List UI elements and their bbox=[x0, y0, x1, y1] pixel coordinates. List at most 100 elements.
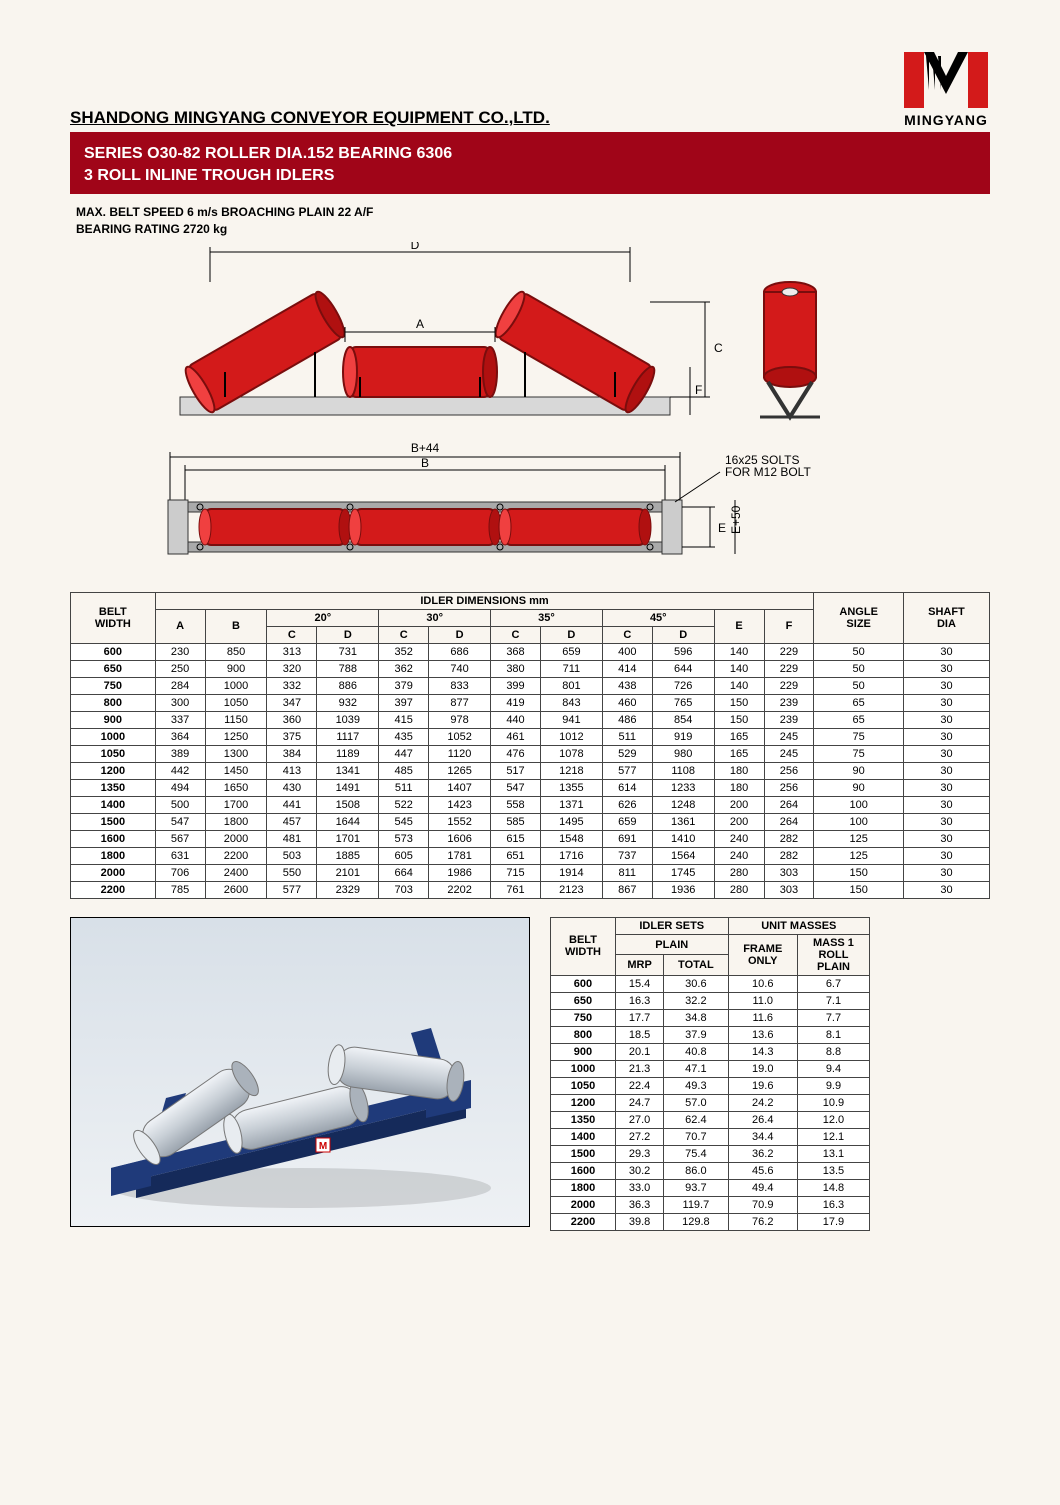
cell: 1548 bbox=[540, 830, 602, 847]
cell-belt-width: 2200 bbox=[551, 1213, 616, 1230]
cell-belt-width: 2000 bbox=[551, 1196, 616, 1213]
dim-E-label: E bbox=[718, 521, 726, 535]
technical-diagram: D bbox=[70, 242, 990, 582]
cell: 1781 bbox=[429, 847, 491, 864]
title-line2: 3 ROLL INLINE TROUGH IDLERS bbox=[84, 165, 976, 187]
table-row: 1400500170044115085221423558137162612482… bbox=[71, 796, 990, 813]
table-row: 100021.347.119.09.4 bbox=[551, 1060, 870, 1077]
table-row: 120024.757.024.210.9 bbox=[551, 1094, 870, 1111]
mth-mass1: MASS 1 ROLL PLAIN bbox=[797, 934, 869, 975]
spec-line2: BEARING RATING 2720 kg bbox=[76, 221, 990, 238]
cell: 2329 bbox=[317, 881, 379, 898]
th-45: 45° bbox=[602, 609, 714, 626]
cell: 50 bbox=[814, 660, 904, 677]
cell: 256 bbox=[764, 779, 814, 796]
cell: 70.9 bbox=[728, 1196, 797, 1213]
cell: 15.4 bbox=[615, 975, 663, 992]
cell: 264 bbox=[764, 813, 814, 830]
table-row: 1500547180045716445451552585149565913612… bbox=[71, 813, 990, 830]
cell: 264 bbox=[764, 796, 814, 813]
cell: 379 bbox=[379, 677, 429, 694]
table-row: 7502841000332886379833399801438726140229… bbox=[71, 677, 990, 694]
cell: 26.4 bbox=[728, 1111, 797, 1128]
th-D30: D bbox=[429, 626, 491, 643]
cell: 75.4 bbox=[664, 1145, 728, 1162]
cell: 605 bbox=[379, 847, 429, 864]
cell: 413 bbox=[267, 762, 317, 779]
cell: 615 bbox=[491, 830, 541, 847]
cell-belt-width: 1200 bbox=[551, 1094, 616, 1111]
cell: 1000 bbox=[205, 677, 267, 694]
th-F: F bbox=[764, 609, 814, 643]
title-line1: SERIES O30-82 ROLLER DIA.152 BEARING 630… bbox=[84, 143, 976, 165]
cell: 545 bbox=[379, 813, 429, 830]
cell: 1361 bbox=[652, 813, 714, 830]
cell: 843 bbox=[540, 694, 602, 711]
cell: 1248 bbox=[652, 796, 714, 813]
cell: 1986 bbox=[429, 864, 491, 881]
cell: 765 bbox=[652, 694, 714, 711]
cell: 384 bbox=[267, 745, 317, 762]
table-row: 6502509003207883627403807114146441402295… bbox=[71, 660, 990, 677]
cell: 1745 bbox=[652, 864, 714, 881]
cell: 30 bbox=[903, 643, 989, 660]
cell: 320 bbox=[267, 660, 317, 677]
cell: 49.4 bbox=[728, 1179, 797, 1196]
cell: 9.9 bbox=[797, 1077, 869, 1094]
cell: 100 bbox=[814, 813, 904, 830]
cell: 19.0 bbox=[728, 1060, 797, 1077]
cell: 13.5 bbox=[797, 1162, 869, 1179]
th-shaft: SHAFT DIA bbox=[903, 592, 989, 643]
cell: 726 bbox=[652, 677, 714, 694]
cell: 651 bbox=[491, 847, 541, 864]
cell-belt-width: 1600 bbox=[551, 1162, 616, 1179]
dim-B44-label: B+44 bbox=[411, 441, 440, 455]
cell: 1341 bbox=[317, 762, 379, 779]
cell: 119.7 bbox=[664, 1196, 728, 1213]
cell: 229 bbox=[764, 677, 814, 694]
cell: 558 bbox=[491, 796, 541, 813]
cell: 12.0 bbox=[797, 1111, 869, 1128]
logo-icon bbox=[902, 50, 990, 110]
th-C45: C bbox=[602, 626, 652, 643]
cell: 476 bbox=[491, 745, 541, 762]
cell: 867 bbox=[602, 881, 652, 898]
cell: 332 bbox=[267, 677, 317, 694]
bottom-row: M BELT WIDTH IDLER SETS UNIT MASSES PLAI… bbox=[70, 917, 990, 1231]
cell: 941 bbox=[540, 711, 602, 728]
cell: 16.3 bbox=[797, 1196, 869, 1213]
cell: 389 bbox=[155, 745, 205, 762]
cell: 375 bbox=[267, 728, 317, 745]
cell: 399 bbox=[491, 677, 541, 694]
cell: 2600 bbox=[205, 881, 267, 898]
cell-belt-width: 600 bbox=[71, 643, 156, 660]
th-20: 20° bbox=[267, 609, 379, 626]
cell: 731 bbox=[317, 643, 379, 660]
mass-table: BELT WIDTH IDLER SETS UNIT MASSES PLAIN … bbox=[550, 917, 870, 1231]
cell: 150 bbox=[814, 864, 904, 881]
cell: 368 bbox=[491, 643, 541, 660]
dim-C-label: C bbox=[714, 341, 723, 355]
cell: 1495 bbox=[540, 813, 602, 830]
cell: 1606 bbox=[429, 830, 491, 847]
cell: 10.6 bbox=[728, 975, 797, 992]
logo: MINGYANG bbox=[902, 50, 990, 128]
cell: 522 bbox=[379, 796, 429, 813]
table-row: 2200785260057723297032202761212386719362… bbox=[71, 881, 990, 898]
cell-belt-width: 750 bbox=[551, 1009, 616, 1026]
cell: 30 bbox=[903, 762, 989, 779]
cell: 39.8 bbox=[615, 1213, 663, 1230]
cell-belt-width: 1050 bbox=[551, 1077, 616, 1094]
logo-text: MINGYANG bbox=[902, 112, 990, 128]
cell: 1423 bbox=[429, 796, 491, 813]
company-name: SHANDONG MINGYANG CONVEYOR EQUIPMENT CO.… bbox=[70, 108, 550, 128]
cell-belt-width: 600 bbox=[551, 975, 616, 992]
cell: 50 bbox=[814, 677, 904, 694]
cell: 1052 bbox=[429, 728, 491, 745]
cell: 229 bbox=[764, 643, 814, 660]
cell-belt-width: 800 bbox=[71, 694, 156, 711]
cell: 614 bbox=[602, 779, 652, 796]
cell: 550 bbox=[267, 864, 317, 881]
cell: 240 bbox=[714, 830, 764, 847]
cell: 100 bbox=[814, 796, 904, 813]
